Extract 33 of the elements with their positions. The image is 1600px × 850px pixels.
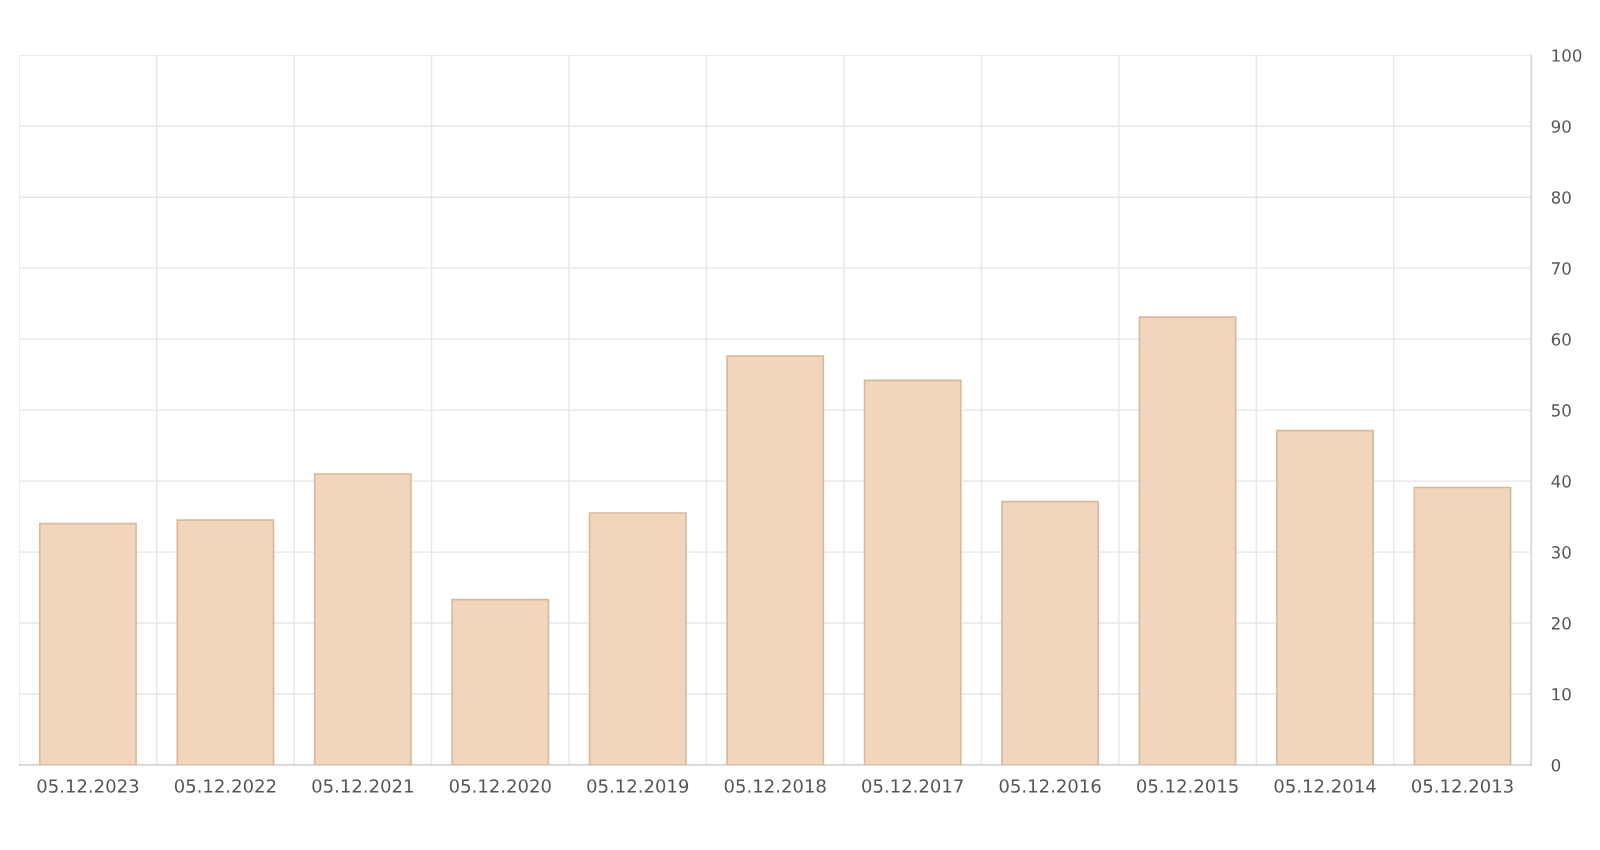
x-tick-label: 05.12.2016 bbox=[999, 779, 1101, 793]
bar bbox=[1001, 500, 1100, 765]
y-tick-label: 60 bbox=[1551, 333, 1571, 346]
y-tick-label: 10 bbox=[1552, 687, 1571, 701]
y-tick-label: 30 bbox=[1551, 546, 1571, 559]
bar bbox=[176, 519, 275, 765]
x-tick-label: 05.12.2022 bbox=[174, 779, 276, 793]
y-tick-label: 100 bbox=[1552, 49, 1582, 62]
y-tick-label: 0 bbox=[1551, 758, 1561, 772]
bar bbox=[726, 355, 825, 765]
bar bbox=[1138, 316, 1237, 765]
bar bbox=[588, 512, 687, 765]
y-tick-label: 20 bbox=[1551, 617, 1571, 630]
x-tick-label: 05.12.2021 bbox=[312, 779, 413, 793]
y-tick-label: 50 bbox=[1551, 404, 1571, 417]
x-tick-label: 05.12.2020 bbox=[449, 779, 551, 793]
y-tick-label: 70 bbox=[1552, 262, 1571, 275]
x-tick-label: 05.12.2018 bbox=[724, 779, 826, 793]
bar bbox=[1413, 486, 1512, 765]
y-tick-label: 80 bbox=[1551, 191, 1571, 204]
bar bbox=[313, 473, 412, 765]
y-tick-label: 90 bbox=[1551, 120, 1571, 133]
x-tick-label: 05.12.2015 bbox=[1137, 779, 1238, 793]
x-tick-label: 05.12.2013 bbox=[1411, 779, 1513, 793]
x-tick-label: 05.12.2019 bbox=[587, 779, 689, 793]
bar bbox=[38, 522, 137, 765]
y-tick-label: 40 bbox=[1551, 475, 1571, 488]
bar bbox=[863, 379, 962, 765]
bar bbox=[1276, 429, 1374, 765]
x-tick-label: 05.12.2014 bbox=[1274, 779, 1376, 793]
x-tick-label: 05.12.2023 bbox=[37, 779, 139, 793]
x-tick-label: 05.12.2017 bbox=[862, 779, 963, 793]
bar bbox=[451, 598, 550, 765]
